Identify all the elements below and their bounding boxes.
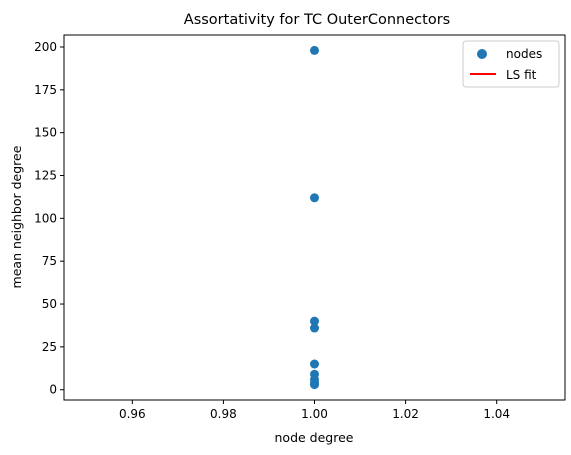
x-tick-label: 1.02: [392, 407, 419, 421]
legend-box: [462, 40, 560, 88]
legend-nodes-marker: [477, 49, 487, 59]
x-tick-label: 0.96: [119, 407, 146, 421]
chart-title: Assortativity for TC OuterConnectors: [184, 12, 450, 28]
legend: nodes LS fit: [462, 40, 560, 88]
y-tick-label: 150: [34, 126, 57, 140]
plot-area: [63, 34, 566, 401]
x-axis: 0.96 0.98 1.00 1.02 1.04: [119, 400, 510, 421]
data-point: [310, 45, 319, 55]
legend-ls-fit-label: LS fit: [506, 68, 537, 82]
data-point: [310, 359, 319, 369]
y-tick-label: 75: [42, 254, 57, 268]
y-tick-label: 125: [34, 169, 57, 183]
x-tick-label: 0.98: [210, 407, 237, 421]
data-point: [310, 380, 319, 390]
data-point: [310, 316, 319, 326]
x-tick-label: 1.04: [483, 407, 510, 421]
data-point: [310, 323, 319, 333]
x-tick-label: 1.00: [301, 407, 328, 421]
x-axis-label: node degree: [275, 430, 354, 445]
data-point: [310, 193, 319, 203]
y-tick-label: 50: [42, 297, 57, 311]
y-tick-label: 200: [34, 40, 57, 54]
y-tick-label: 175: [34, 83, 57, 97]
y-axis: 0 25 50 75 100 125 150 175 200: [34, 40, 64, 397]
y-tick-label: 0: [49, 383, 57, 397]
y-axis-label: mean neighbor degree: [9, 145, 24, 288]
nodes-series: [310, 45, 319, 390]
y-tick-label: 100: [34, 211, 57, 225]
legend-nodes-label: nodes: [506, 47, 542, 61]
y-tick-label: 25: [42, 340, 57, 354]
